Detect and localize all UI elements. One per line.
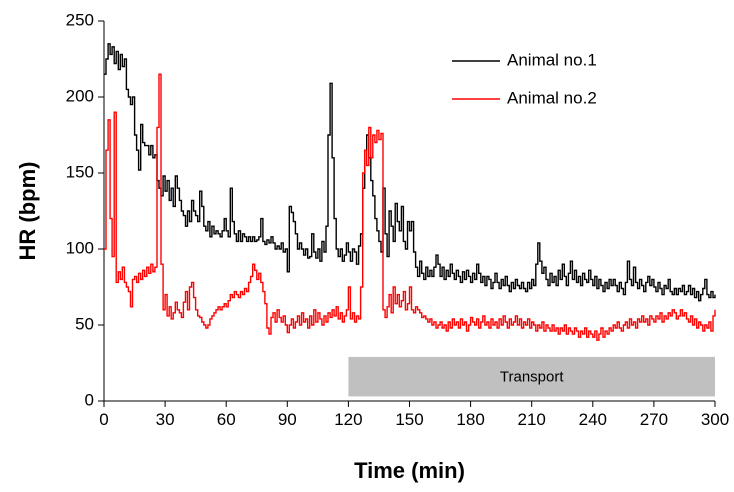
x-tick-label: 180 [456, 410, 484, 429]
x-tick-label: 150 [395, 410, 423, 429]
x-axis-title: Time (min) [354, 458, 465, 483]
x-tick-label: 0 [99, 410, 108, 429]
transport-band [348, 356, 715, 397]
series-layer [104, 43, 716, 341]
y-tick-label: 250 [66, 10, 94, 29]
transport-label: Transport [500, 369, 564, 386]
y-tick-label: 100 [66, 238, 94, 257]
x-tick-label: 90 [278, 410, 297, 429]
x-tick-label: 60 [217, 410, 236, 429]
x-tick-label: 30 [156, 410, 175, 429]
series-line-animal-1 [104, 43, 716, 302]
y-tick-label: 0 [85, 390, 94, 409]
axes: 0 50 100 150 200 250 0 30 60 90 120 150 180 210 240 270… [66, 10, 730, 429]
legend-label-animal-2: Animal no.2 [507, 88, 597, 107]
x-tick-label: 270 [640, 410, 668, 429]
x-tick-label: 240 [579, 410, 607, 429]
x-tick-label: 300 [701, 410, 729, 429]
x-tick-label: 210 [518, 410, 546, 429]
y-tick-label: 200 [66, 86, 94, 105]
y-tick-label: 50 [75, 314, 94, 333]
legend-label-animal-1: Animal no.1 [507, 50, 597, 69]
y-tick-label: 150 [66, 162, 94, 181]
series-line-animal-2 [104, 73, 716, 341]
y-axis-title: HR (bpm) [15, 162, 40, 261]
legend: Animal no.1 Animal no.2 [452, 50, 597, 107]
x-tick-label: 120 [334, 410, 362, 429]
